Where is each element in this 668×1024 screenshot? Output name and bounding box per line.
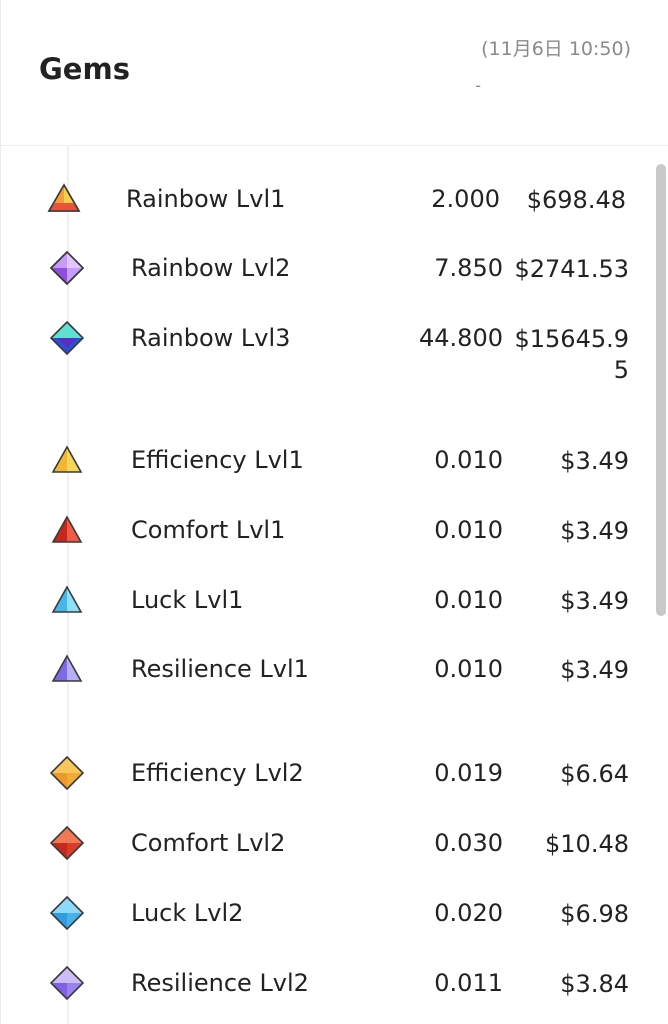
gems-list[interactable]: Rainbow Lvl1 2.000 $698.48 Rainbow Lvl2 … [1,146,668,1024]
header-subtext: - [475,76,481,95]
scrollbar[interactable] [656,164,666,616]
gem-amount: 0.030 [434,829,503,857]
gem-amount: 44.800 [419,324,503,352]
list-item[interactable]: Luck Lvl2 0.020 $6.98 [1,895,651,935]
luck-triangle-icon [51,585,83,613]
resilience-triangle-icon [51,654,83,682]
comfort-diamond-icon [49,825,85,861]
comfort-triangle-icon [51,515,83,543]
gem-name: Efficiency Lvl1 [131,446,304,474]
update-timestamp: (11月6日 10:50) [481,38,631,60]
page-title: Gems [39,52,130,86]
gem-amount: 7.850 [434,254,503,282]
rainbow-triangle-icon [47,183,81,212]
gem-amount: 2.000 [431,185,500,213]
luck-diamond-icon [49,895,85,931]
rainbow-diamond-icon [49,250,85,286]
gem-amount: 0.010 [434,655,503,683]
list-item[interactable]: Rainbow Lvl2 7.850 $2741.53 [1,250,651,290]
gem-price: $6.98 [560,900,629,928]
efficiency-triangle-icon [51,445,83,473]
gem-price: $3.84 [560,970,629,998]
gem-name: Comfort Lvl1 [131,516,286,544]
list-item[interactable]: Resilience Lvl1 0.010 $3.49 [1,651,651,691]
resilience-diamond-icon [49,965,85,1001]
gem-name: Luck Lvl1 [131,586,244,614]
gem-amount: 0.010 [434,446,503,474]
gem-price: $3.49 [560,587,629,615]
gem-amount: 0.010 [434,586,503,614]
gem-name: Comfort Lvl2 [131,829,286,857]
list-item[interactable]: Efficiency Lvl2 0.019 $6.64 [1,755,651,795]
list-item[interactable]: Comfort Lvl2 0.030 $10.48 [1,825,651,865]
efficiency-diamond-icon [49,755,85,791]
list-item[interactable]: Luck Lvl1 0.010 $3.49 [1,582,651,622]
gem-price: $3.49 [560,656,629,684]
gem-price: $3.49 [560,517,629,545]
gem-price: $6.64 [560,760,629,788]
gem-name: Efficiency Lvl2 [131,759,304,787]
gem-name: Rainbow Lvl3 [131,324,291,352]
gem-amount: 0.020 [434,899,503,927]
gem-amount: 0.019 [434,759,503,787]
gem-price: $698.48 [526,186,626,214]
list-item[interactable]: Comfort Lvl1 0.010 $3.49 [1,512,651,552]
list-item[interactable]: Rainbow Lvl1 2.000 $698.48 [1,181,648,221]
gem-name: Rainbow Lvl1 [126,185,286,213]
gem-price: $10.48 [545,830,629,858]
list-item[interactable]: Resilience Lvl2 0.011 $3.84 [1,965,651,1005]
gem-name: Resilience Lvl2 [131,969,309,997]
gem-name: Rainbow Lvl2 [131,254,291,282]
card-header: Gems (11月6日 10:50) - [1,0,668,146]
gem-amount: 0.010 [434,516,503,544]
timeline-line [67,146,69,1024]
gem-name: Resilience Lvl1 [131,655,309,683]
gem-amount: 0.011 [434,969,503,997]
list-item[interactable]: Efficiency Lvl1 0.010 $3.49 [1,442,651,482]
rainbow-octahedron-icon [49,320,85,356]
list-item[interactable]: Rainbow Lvl3 44.800 $15645.95 [1,320,651,390]
gem-price: $15645.95 [514,325,629,384]
gem-name: Luck Lvl2 [131,899,244,927]
gem-price: $2741.53 [514,255,629,283]
gem-price: $3.49 [560,447,629,475]
